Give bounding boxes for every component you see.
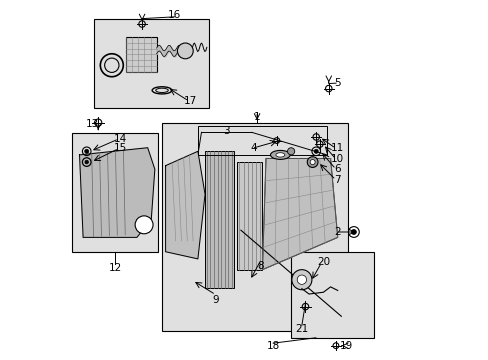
Text: 16: 16 [167,10,181,20]
Text: 10: 10 [330,154,344,164]
Text: 20: 20 [316,257,329,267]
Bar [204,151,233,288]
Text: 14: 14 [114,134,127,144]
Circle shape [177,43,193,59]
Ellipse shape [275,153,285,157]
Text: 9: 9 [212,295,219,305]
Text: 17: 17 [183,96,197,106]
Circle shape [287,148,294,155]
Polygon shape [165,151,204,259]
Text: 21: 21 [295,324,308,334]
Circle shape [351,229,356,234]
Text: 2: 2 [334,227,340,237]
Text: 11: 11 [330,143,344,153]
Text: 6: 6 [334,164,340,174]
Circle shape [314,149,318,153]
Bar [237,162,262,270]
Text: 13: 13 [85,120,99,129]
Polygon shape [262,158,337,270]
Bar [198,126,326,155]
Text: 12: 12 [108,263,122,273]
Polygon shape [80,148,155,237]
Text: 18: 18 [266,341,279,351]
Text: 19: 19 [339,341,353,351]
Circle shape [309,159,314,165]
Circle shape [291,270,311,290]
Text: 3: 3 [223,126,229,135]
Text: 7: 7 [334,175,340,185]
Ellipse shape [270,150,290,159]
Bar [126,37,156,72]
Circle shape [297,275,306,284]
Text: 1: 1 [253,112,260,122]
Circle shape [135,216,153,234]
Circle shape [306,157,317,167]
Circle shape [85,160,88,164]
Bar [72,134,158,252]
Bar [290,252,373,338]
Circle shape [84,149,88,153]
Text: 8: 8 [257,261,264,271]
Bar [94,19,208,108]
Bar [162,123,348,330]
Text: 15: 15 [114,143,127,153]
Text: 5: 5 [334,78,340,88]
Text: 4: 4 [250,143,256,153]
